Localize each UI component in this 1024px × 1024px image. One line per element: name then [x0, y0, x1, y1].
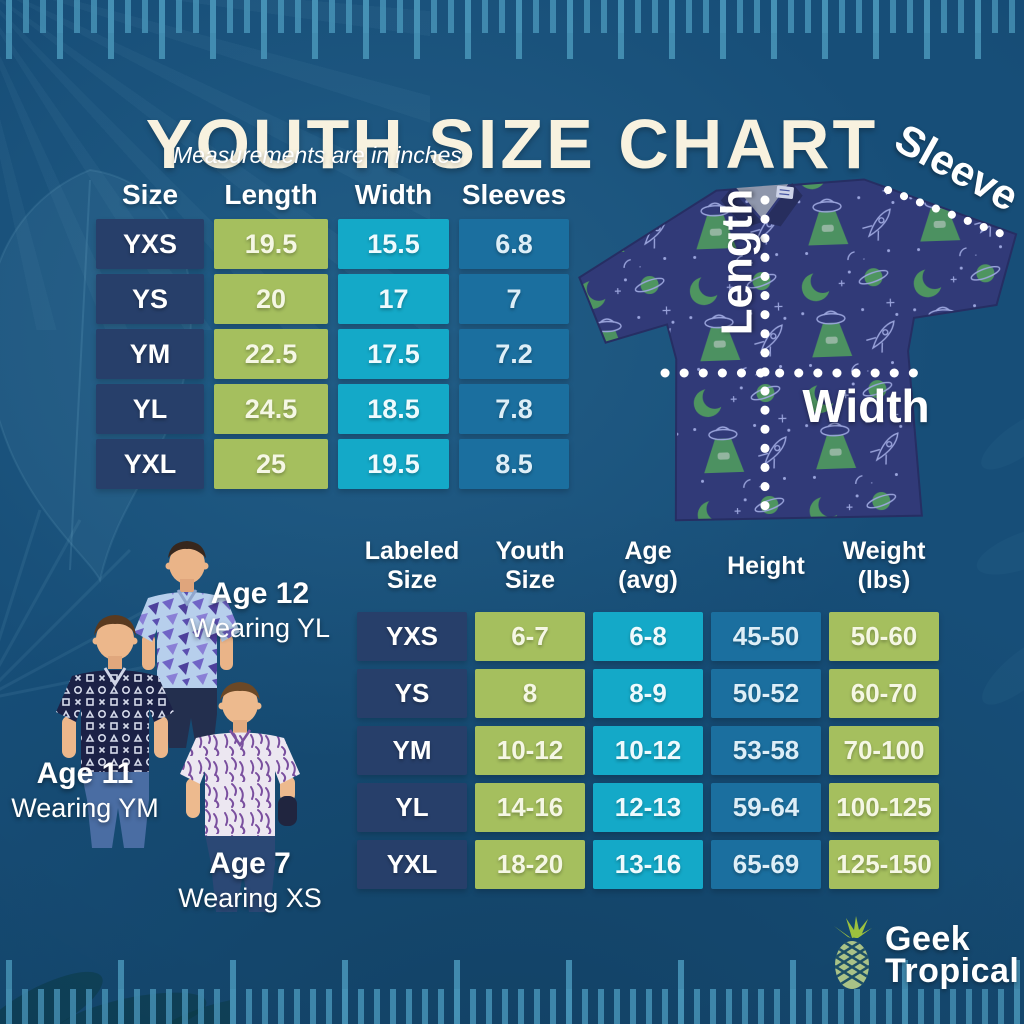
geek-tropical-logo: Geek Tropical — [826, 916, 1019, 994]
youth-size-cell: 18-20 — [475, 840, 585, 889]
length-label: Length — [713, 189, 762, 336]
age-cell: 6-8 — [593, 612, 703, 661]
model-wearing-text: Wearing YL — [189, 613, 331, 643]
size-cell: YL — [96, 384, 204, 434]
height-cell: 53-58 — [711, 726, 821, 775]
youth-size-cell: 14-16 — [475, 783, 585, 832]
col-header-sleeves: Sleeves — [461, 178, 567, 210]
weight-cell: 60-70 — [829, 669, 939, 718]
model-wearing-text: Wearing YM — [11, 793, 159, 823]
youth-size-cell: 8 — [475, 669, 585, 718]
youth-size-cell: 10-12 — [475, 726, 585, 775]
logo-line1: Geek — [885, 919, 971, 958]
height-cell: 59-64 — [711, 783, 821, 832]
model-label-age7: Age 7 Wearing XS — [155, 846, 345, 914]
page-title: YOUTH SIZE CHART — [145, 104, 879, 183]
model-photo-age12 — [130, 536, 245, 756]
youth-size-cell: 6-7 — [475, 612, 585, 661]
width-cell: 17.5 — [338, 329, 449, 379]
weight-cell: 70-100 — [829, 726, 939, 775]
sleeves-cell: 7 — [459, 274, 569, 324]
labeled-size-cell: YM — [357, 726, 467, 775]
col-header-age: Age (avg) — [618, 537, 678, 594]
size-cell: YM — [96, 329, 204, 379]
size-cell: YXS — [96, 219, 204, 269]
length-cell: 24.5 — [214, 384, 328, 434]
length-cell: 20 — [214, 274, 328, 324]
sleeves-cell: 7.8 — [459, 384, 569, 434]
model-age-text: Age 11 — [36, 757, 134, 790]
col-header-height: Height — [727, 551, 805, 580]
col-header-size: Size — [121, 178, 179, 210]
size-cell: YXL — [96, 439, 204, 489]
age-cell: 12-13 — [593, 783, 703, 832]
weight-cell: 50-60 — [829, 612, 939, 661]
measurement-table: Size Length Width Sleeves YXS 19.5 15.5 … — [96, 176, 569, 489]
sleeve-dotted-line — [884, 186, 1011, 240]
labeled-size-cell: YXL — [357, 840, 467, 889]
width-cell: 18.5 — [338, 384, 449, 434]
model-wearing-text: Wearing XS — [178, 883, 322, 913]
fit-table: Labeled Size Youth Size Age (avg) Height… — [357, 528, 939, 889]
height-cell: 65-69 — [711, 840, 821, 889]
sleeves-cell: 8.5 — [459, 439, 569, 489]
model-age-text: Age 12 — [210, 577, 310, 610]
logo-line2: Tropical — [885, 952, 1020, 990]
weight-cell: 125-150 — [829, 840, 939, 889]
width-cell: 17 — [338, 274, 449, 324]
height-cell: 45-50 — [711, 612, 821, 661]
age-cell: 10-12 — [593, 726, 703, 775]
col-header-youth-size: Youth Size — [495, 537, 565, 594]
col-header-weight: Weight (lbs) — [842, 537, 926, 594]
length-cell: 22.5 — [214, 329, 328, 379]
age-cell: 8-9 — [593, 669, 703, 718]
size-cell: YS — [96, 274, 204, 324]
model-label-age11: Age 11 Wearing YM — [0, 756, 180, 824]
model-photo-age11 — [48, 612, 183, 861]
model-photo-age7 — [170, 678, 310, 925]
age-cell: 13-16 — [593, 840, 703, 889]
sleeves-cell: 6.8 — [459, 219, 569, 269]
shirt-measurement-diagram: Length Width Sleeve — [570, 114, 1024, 542]
width-cell: 19.5 — [338, 439, 449, 489]
model-label-age12: Age 12 Wearing YL — [165, 576, 355, 644]
labeled-size-cell: YXS — [357, 612, 467, 661]
shirt-illustration: Length Width Sleeve — [578, 114, 1024, 527]
ruler-top-decoration — [0, 0, 1024, 64]
sleeves-cell: 7.2 — [459, 329, 569, 379]
col-header-labeled-size: Labeled Size — [364, 537, 460, 594]
length-cell: 19.5 — [214, 219, 328, 269]
col-header-width: Width — [354, 178, 433, 210]
width-label: Width — [802, 380, 929, 432]
model-age-text: Age 7 — [209, 847, 291, 880]
length-cell: 25 — [214, 439, 328, 489]
height-cell: 50-52 — [711, 669, 821, 718]
width-cell: 15.5 — [338, 219, 449, 269]
weight-cell: 100-125 — [829, 783, 939, 832]
labeled-size-cell: YL — [357, 783, 467, 832]
labeled-size-cell: YS — [357, 669, 467, 718]
logo-wordmark: Geek Tropical — [885, 919, 1020, 990]
col-header-length: Length — [224, 178, 318, 210]
page-subtitle: Measurements are in inches — [172, 142, 462, 168]
pineapple-icon — [834, 916, 872, 989]
